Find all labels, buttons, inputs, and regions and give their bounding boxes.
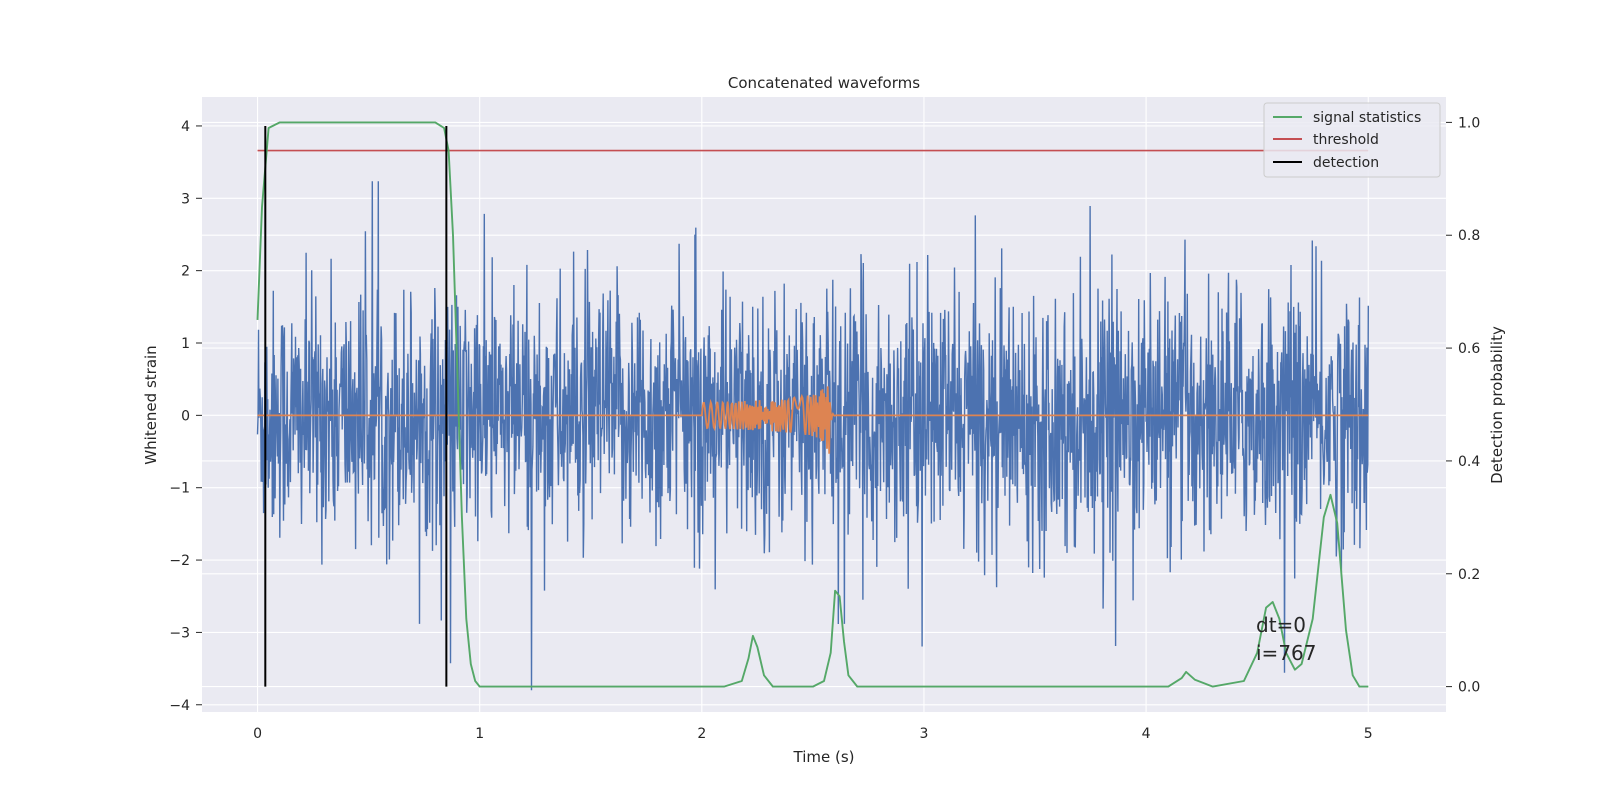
y-tick-label: 0 <box>181 408 190 424</box>
legend-label-threshold: threshold <box>1313 132 1379 148</box>
x-tick-label: 0 <box>253 726 262 742</box>
y-tick-label: 1 <box>181 336 190 352</box>
y2-tick-label: 1.0 <box>1458 115 1480 131</box>
y-tick-label: −3 <box>169 625 190 641</box>
legend-box <box>1263 102 1441 178</box>
injected-waveform-series <box>257 386 1369 454</box>
y-tick-label: 3 <box>181 191 190 207</box>
y-tick-label: −1 <box>169 481 190 497</box>
x-tick-label: 2 <box>697 726 706 742</box>
x-tick-label: 1 <box>475 726 484 742</box>
x-axis-title: Time (s) <box>793 748 855 766</box>
x-tick-label: 3 <box>920 726 929 742</box>
y2-tick-label: 0.2 <box>1458 567 1480 583</box>
annotation-index: i=767 <box>1256 641 1317 665</box>
x-tick-label: 4 <box>1142 726 1151 742</box>
x-tick-label: 5 <box>1364 726 1373 742</box>
legend: signal statistics threshold detection <box>1263 102 1441 178</box>
chart-title: Concatenated waveforms <box>728 74 920 92</box>
signal-statistics-line <box>256 121 1369 688</box>
y-axis-title: Whitened strain <box>142 345 160 464</box>
y2-tick-label: 0.4 <box>1458 454 1480 470</box>
legend-label-detection: detection <box>1313 155 1379 171</box>
y-tick-label: −4 <box>169 698 190 714</box>
y-tick-label: 4 <box>181 119 190 135</box>
injected-waveform-line <box>257 386 1369 454</box>
y2-axis-ticks: 1.0 0.8 0.6 0.4 0.2 0.0 <box>1446 115 1480 696</box>
y-tick-label: −2 <box>169 553 190 569</box>
probability-series <box>256 121 1369 688</box>
y-axis-ticks: 4 3 2 1 0 −1 −2 −3 −4 <box>169 119 202 714</box>
y2-tick-label: 0.6 <box>1458 341 1480 357</box>
grid-lines <box>202 97 1446 712</box>
y2-tick-label: 0.0 <box>1458 680 1480 696</box>
y2-tick-label: 0.8 <box>1458 228 1480 244</box>
y-tick-label: 2 <box>181 264 190 280</box>
y2-axis-title: Detection probability <box>1488 326 1506 484</box>
legend-label-signal-statistics: signal statistics <box>1313 110 1421 126</box>
annotation-dt: dt=0 <box>1256 613 1306 637</box>
x-axis-ticks: 0 1 2 3 4 5 <box>253 726 1373 742</box>
